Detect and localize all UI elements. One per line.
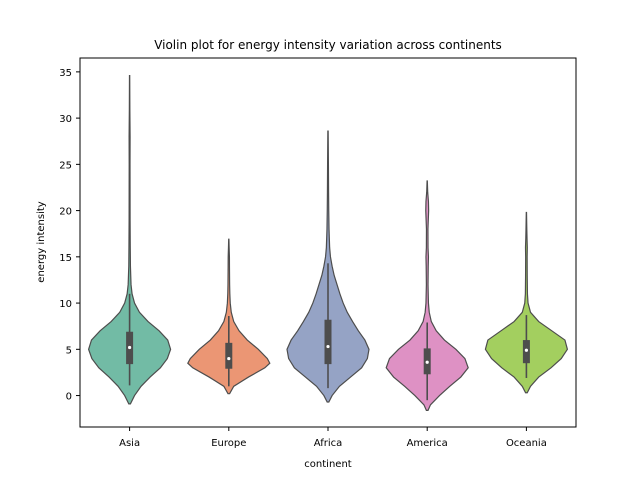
median-oceania: [524, 348, 529, 352]
y-tick-label: 0: [66, 392, 72, 403]
y-tick-label: 15: [59, 253, 72, 264]
x-axis-title: continent: [304, 459, 351, 470]
y-tick-label: 25: [59, 160, 72, 171]
x-tick-label: Asia: [119, 438, 140, 449]
median-asia: [128, 345, 132, 350]
chart-title: Violin plot for energy intensity variati…: [154, 38, 502, 52]
y-tick-label: 10: [59, 299, 72, 310]
median-europe: [227, 356, 231, 361]
y-tick-label: 30: [59, 114, 72, 125]
x-axis: Asia Europe Africa America Oceania: [119, 427, 547, 449]
y-tick-label: 20: [59, 207, 72, 218]
median-america: [425, 360, 429, 364]
iqr-box-europe: [225, 342, 233, 369]
violin-oceania: [484, 211, 569, 394]
violin-asia: [87, 74, 172, 405]
y-axis-title: energy intensity: [36, 201, 47, 282]
median-africa: [326, 344, 330, 349]
y-tick-label: 35: [59, 68, 72, 79]
x-tick-label: Europe: [211, 438, 246, 449]
plot-frame: [79, 57, 577, 428]
iqr-box-africa: [324, 319, 332, 365]
y-tick-label: 5: [66, 345, 72, 356]
y-axis: 0 5 10 15 20 25 30 35: [59, 68, 80, 403]
x-tick-label: Africa: [314, 438, 343, 449]
x-tick-label: America: [407, 438, 448, 449]
x-tick-label: Oceania: [506, 438, 547, 449]
violin-america: [385, 180, 469, 411]
boxes-layer: [126, 263, 530, 401]
